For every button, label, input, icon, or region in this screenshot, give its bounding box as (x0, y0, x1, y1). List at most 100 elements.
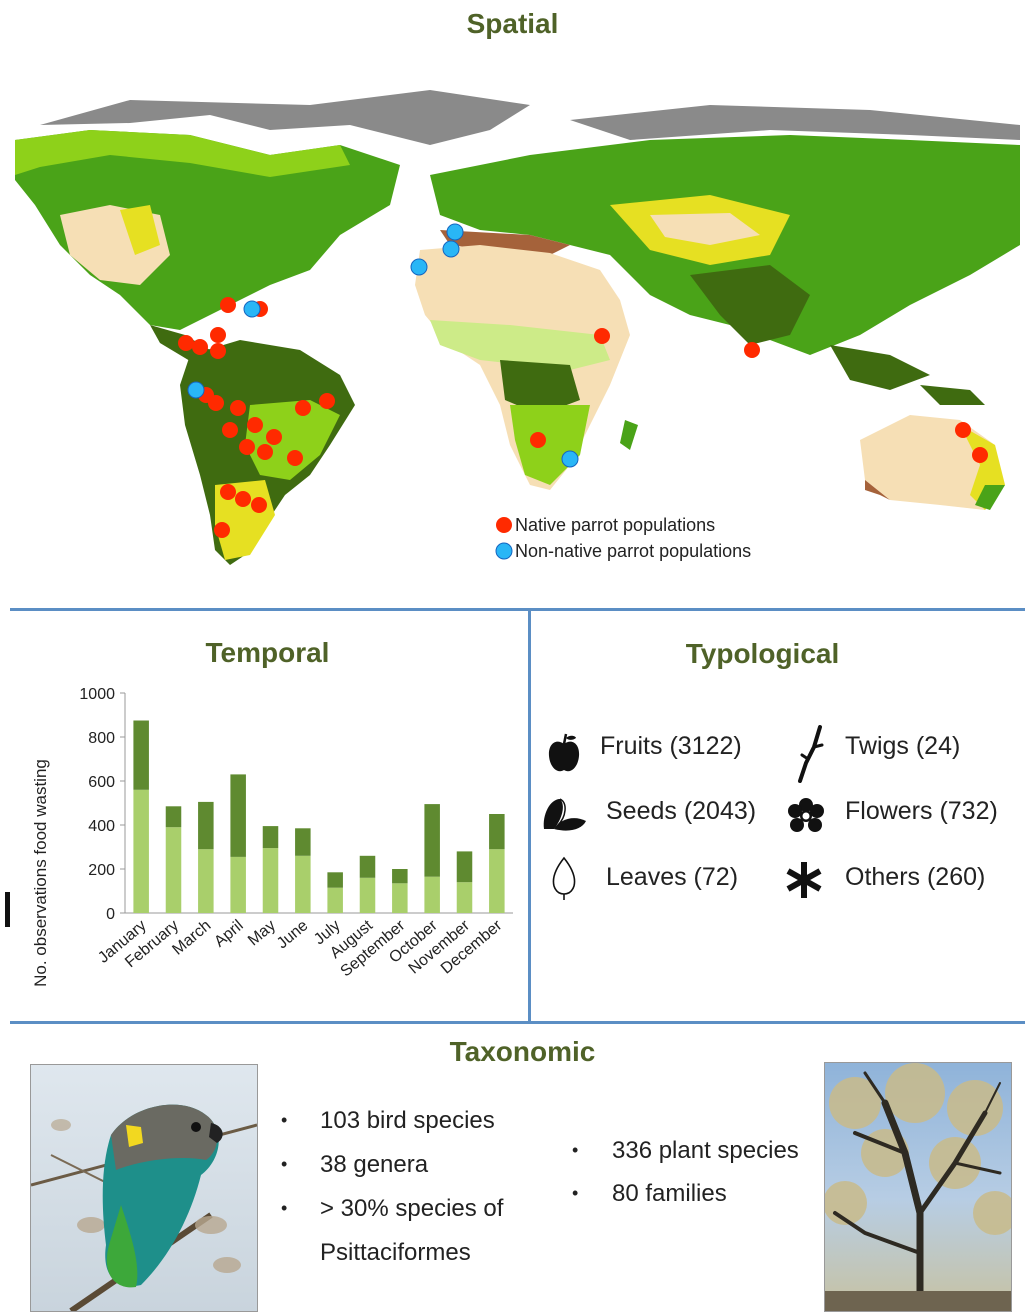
native-dot (257, 444, 273, 460)
y-tick-label: 600 (88, 774, 115, 791)
bar-segment-lower (327, 887, 343, 913)
twig-icon (798, 725, 824, 783)
native-dot (178, 335, 194, 351)
bar-segment-upper (456, 851, 473, 883)
x-tick-label: April (211, 917, 246, 951)
bar-segment-lower (392, 883, 408, 913)
south-america-savanna (245, 400, 340, 480)
temporal-title: Temporal (205, 637, 330, 668)
apple-icon (548, 733, 580, 772)
bar-segment-upper (198, 801, 214, 850)
australia-south-band (865, 480, 890, 500)
native-dot (594, 328, 610, 344)
native-dot (214, 522, 230, 538)
bullet-dot: • (572, 1183, 579, 1203)
australia-forest (975, 485, 1005, 510)
asterisk-icon (786, 862, 822, 898)
plant-families-count: 80 families (612, 1180, 727, 1207)
flower-icon (788, 798, 824, 832)
temporal-chart-svg: 0 200 400 600 800 1000 No. observations food w… (31, 686, 513, 987)
native-dot (192, 339, 208, 355)
native-dot (266, 429, 282, 445)
bar-segment-upper (262, 826, 279, 849)
spatial-title: Spatial (466, 8, 559, 39)
taxonomic-title: Taxonomic (449, 1036, 596, 1067)
non-native-dot (243, 300, 261, 318)
southeast-asia (830, 345, 930, 390)
native-dot (210, 327, 226, 343)
native-dot (235, 491, 251, 507)
non-native-dot (446, 223, 464, 241)
bird-species-count: 103 bird species (320, 1107, 495, 1134)
bar-segment-upper (133, 720, 149, 790)
bar-segment-lower (198, 849, 214, 913)
bar-segment-upper (392, 869, 408, 884)
native-dot (295, 400, 311, 416)
africa-congo (500, 360, 580, 415)
native-dot (210, 343, 226, 359)
bullet-dot: • (572, 1140, 579, 1160)
new-guinea (920, 385, 985, 405)
y-tick-label: 0 (106, 906, 115, 923)
native-dot (220, 484, 236, 500)
bar-segment-lower (230, 856, 246, 913)
non-native-dot (410, 258, 428, 276)
africa-south-savanna (510, 405, 590, 485)
y-tick-label: 800 (88, 730, 115, 747)
north-america-tundra (15, 130, 350, 177)
bar-segment-lower (165, 827, 182, 913)
bar-segment-lower (489, 849, 505, 913)
legend-non-native-label: Non-native parrot populations (515, 541, 752, 561)
non-native-dot (561, 450, 579, 468)
parrot-illustration (31, 1104, 257, 1311)
psittaciformes-share-line1: > 30% species of (320, 1195, 504, 1222)
bar-segment-lower (359, 877, 376, 913)
native-dot (239, 439, 255, 455)
central-asia-desert (650, 213, 760, 245)
native-dot (744, 342, 760, 358)
y-tick-label: 1000 (79, 686, 115, 703)
typological-title: Typological (685, 638, 840, 669)
africa-sahel (430, 320, 610, 370)
bar-segment-upper (359, 855, 376, 878)
temporal-chart: 0 200 400 600 800 1000 No. observations food w… (0, 675, 525, 1020)
leaves-label: Leaves (72) (606, 863, 739, 891)
divider-bottom (10, 1021, 1025, 1024)
bar-segment-upper (424, 804, 440, 877)
bar-segment-lower (424, 876, 440, 913)
divider-top (10, 608, 1025, 611)
tree-illustration (825, 1063, 1011, 1311)
native-dot (530, 432, 546, 448)
y-axis-title: No. observations food wasting (31, 759, 50, 987)
psittaciformes-share-line2: Psittaciformes (320, 1239, 471, 1266)
tree-photo (824, 1062, 1012, 1312)
legend-native-swatch (496, 517, 512, 533)
bullet-dot: • (281, 1110, 288, 1130)
native-dot (230, 400, 246, 416)
y-tick-label: 200 (88, 862, 115, 879)
bar-segment-upper (230, 774, 246, 857)
bar-segment-lower (295, 855, 311, 913)
world-map-svg (15, 90, 1020, 565)
fruits-label: Fruits (3122) (600, 732, 742, 760)
non-native-dot (442, 240, 460, 258)
native-dot (222, 422, 238, 438)
bar-segment-lower (456, 882, 473, 913)
native-dot (208, 395, 224, 411)
bullet-dot: • (281, 1198, 288, 1218)
native-dot (220, 297, 236, 313)
flowers-label: Flowers (732) (845, 797, 998, 825)
world-map: Native parrot populations Non-native par… (10, 85, 1025, 600)
siberia-arctic (570, 105, 1020, 140)
bar-segment-upper (165, 806, 182, 828)
bar-segment-upper (327, 872, 343, 888)
legend-non-native-swatch (495, 542, 513, 560)
native-dot (247, 417, 263, 433)
plant-species-count: 336 plant species (612, 1137, 799, 1164)
native-dot (955, 422, 971, 438)
divider-middle (528, 610, 531, 1022)
seeds-icon (543, 798, 586, 831)
leaf-icon (552, 856, 576, 900)
bar-segment-lower (133, 789, 149, 913)
x-tick-label: June (274, 917, 312, 952)
